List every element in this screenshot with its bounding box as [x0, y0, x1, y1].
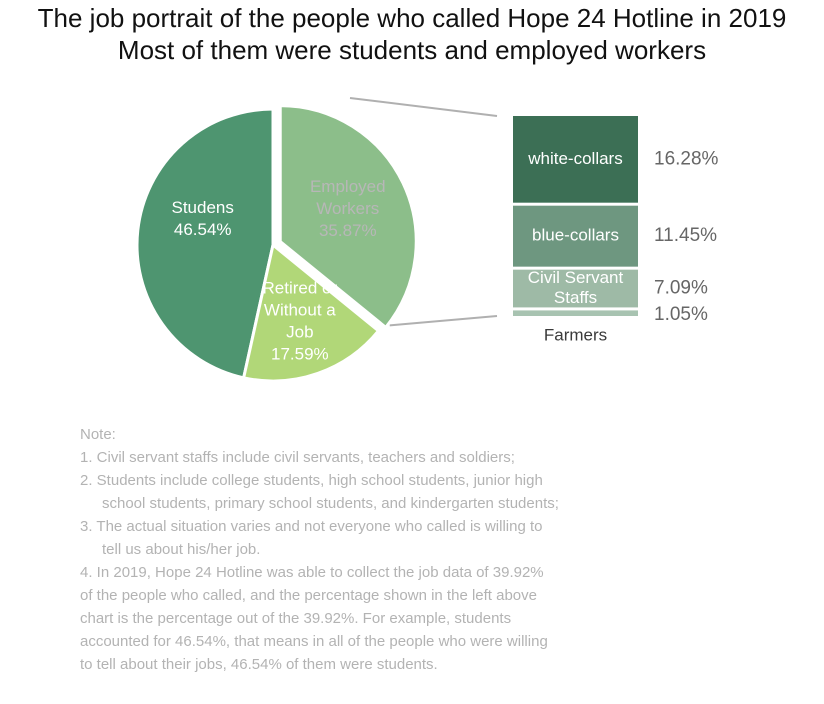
pie-label-retired-or-2: Job	[286, 323, 313, 342]
chart-subtitle: Most of them were students and employed …	[117, 35, 707, 65]
pie-label-employed-2: 35.87%	[319, 221, 377, 240]
note-line-5: tell us about his/her job.	[102, 541, 261, 558]
pie-label-retired-or-0: Retired or	[263, 279, 338, 298]
bar-value-blue-collars: 11.45%	[654, 225, 717, 246]
pie-label-employed-0: Employed	[310, 177, 386, 196]
note-line-4: 3. The actual situation varies and not e…	[80, 518, 543, 535]
bar-label-farmers: Farmers	[544, 325, 607, 344]
bar-value-white-collars: 16.28%	[654, 148, 719, 169]
note-heading: Note:	[80, 426, 116, 443]
note-line-2: 2. Students include college students, hi…	[80, 472, 543, 489]
connector-line-top	[349, 97, 498, 117]
pie-label-studens-1: 46.54%	[174, 220, 232, 239]
connector-lines	[349, 97, 498, 327]
pie-labels: Studens 46.54% Employed Workers 35.87% Retire…	[172, 177, 386, 364]
connector-line-bottom	[389, 315, 498, 327]
bar-label-blue-collars: blue-collars	[532, 226, 619, 245]
pie-slice-retired-or	[241, 242, 381, 383]
note-line-9: accounted for 46.54%, that means in all …	[80, 633, 548, 650]
bar-label-white-collars: white-collars	[527, 149, 622, 168]
pie-label-retired-or-3: 17.59%	[271, 345, 329, 364]
bar-label-civil-servant-staffs-0: Civil Servant	[528, 268, 624, 287]
bar-value-civil-servant-staffs: 7.09%	[654, 278, 708, 299]
note-line-6: 4. In 2019, Hope 24 Hotline was able to …	[80, 564, 544, 581]
pie-slice-studens	[135, 107, 275, 380]
bar-value-farmers: 1.05%	[654, 304, 708, 325]
note-line-10: to tell about their jobs, 46.54% of them…	[80, 656, 438, 673]
bar-segment-farmers	[513, 310, 638, 316]
bar-segment-white-collars	[513, 116, 638, 203]
breakdown-bar: white-collars 16.28% blue-collars 11.45% Civ…	[513, 116, 719, 344]
pie-label-retired-or-1: Without a	[264, 301, 336, 320]
note-line-3: school students, primary school students…	[102, 495, 559, 512]
pie-slice-employed	[278, 104, 418, 330]
bar-segment-blue-collars	[513, 205, 638, 267]
note-line-1: 1. Civil servant staffs include civil se…	[80, 449, 515, 466]
chart-canvas: Studens 46.54% Employed Workers 35.87% Retire…	[135, 97, 719, 383]
pie-chart	[135, 104, 418, 383]
bar-label-civil-servant-staffs-1: Staffs	[554, 288, 597, 307]
pie-label-studens-0: Studens	[172, 198, 234, 217]
note-line-8: chart is the percentage out of the 39.92…	[80, 610, 512, 627]
note-line-7: of the people who called, and the percen…	[80, 587, 537, 604]
bar-segment-civil-servant-staffs	[513, 269, 638, 308]
pie-label-employed-1: Workers	[316, 199, 379, 218]
chart-title: The job portrait of the people who calle…	[37, 3, 787, 33]
